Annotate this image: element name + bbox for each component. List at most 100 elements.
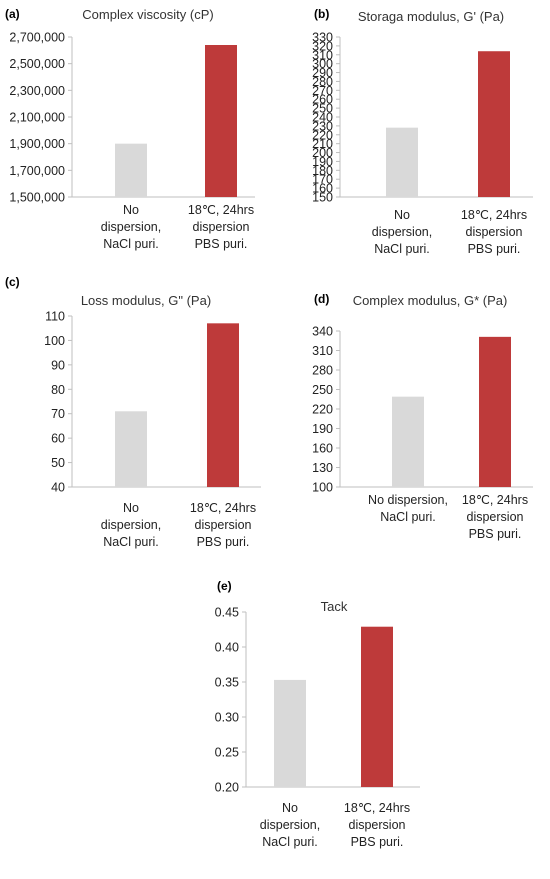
panel-a-y-tick-label: 2,300,000 (9, 84, 65, 98)
panel-b-category-label: No (394, 208, 410, 222)
panel-c-bar-1 (115, 411, 147, 487)
panel-c-y-tick-label: 90 (51, 358, 65, 372)
panel-e-y-tick-label: 0.45 (215, 606, 239, 620)
panel-b-y-tick-label: 230 (312, 119, 333, 133)
panel-c-category-label: dispersion, (101, 518, 161, 532)
panel-b-label: (b) (314, 7, 329, 21)
panel-b-category-label: NaCl puri. (374, 242, 430, 256)
panel-c-y-tick-label: 100 (44, 334, 65, 348)
panel-b-y-tick-label: 180 (312, 164, 333, 178)
panel-a-category-label: dispersion (193, 220, 250, 234)
panel-d: (d) Complex modulus, G* (Pa) 100 130 160 19… (312, 292, 533, 541)
panel-d-bar-2 (479, 336, 511, 487)
panel-d-y-tick-label: 310 (312, 344, 333, 358)
panel-a-category-label: NaCl puri. (103, 237, 159, 251)
panel-e-y-tick-label: 0.25 (215, 746, 239, 760)
panel-a-y-tick-label: 1,700,000 (9, 164, 65, 178)
panel-c-category-label: PBS puri. (197, 535, 250, 549)
panel-a-bar-2 (205, 45, 237, 197)
panel-a-y-tick-label: 2,100,000 (9, 111, 65, 125)
panel-a-label: (a) (5, 7, 20, 21)
panel-a-y-tick-label: 2,500,000 (9, 57, 65, 71)
panel-a-category-label: 18℃, 24hrs (188, 203, 254, 217)
panel-c-y-tick-label: 110 (45, 310, 65, 324)
panel-d-y-tick-label: 220 (312, 403, 333, 417)
panel-a-title: Complex viscosity (cP) (82, 7, 213, 22)
panel-b-y-tick-label: 270 (312, 84, 333, 98)
panel-b-y-tick-label: 200 (312, 146, 333, 160)
panel-d-category-label: dispersion (467, 510, 524, 524)
panel-c-title: Loss modulus, G" (Pa) (81, 293, 211, 308)
panel-e-y-tick-label: 0.20 (215, 781, 239, 795)
panel-a-category-label: dispersion, (101, 220, 161, 234)
panel-b-y-tick-label: 250 (312, 102, 333, 116)
panel-a-category-label: PBS puri. (195, 237, 248, 251)
panel-b-y-tick-label: 220 (312, 128, 333, 142)
panel-c-category-label: dispersion (195, 518, 252, 532)
panel-e-category-label: 18℃, 24hrs (344, 801, 410, 815)
panel-d-category-label: PBS puri. (469, 527, 522, 541)
panel-b-y-tick-label: 320 (312, 39, 333, 53)
panel-b-y-tick-label: 290 (312, 66, 333, 80)
panel-d-y-tick-label: 190 (312, 422, 333, 436)
panel-c-y-tick-label: 60 (51, 432, 65, 446)
panel-d-label: (d) (314, 292, 329, 306)
panel-d-y-tick-label: 340 (312, 325, 333, 339)
panel-e-category-label: dispersion, (260, 818, 320, 832)
panel-e-title: Tack (321, 599, 348, 614)
panel-d-category-label: No dispersion, (368, 493, 448, 507)
panel-b-bar-1 (386, 127, 418, 197)
panel-b-y-tick-label: 150 (312, 191, 333, 205)
panel-b-y-tick-label: 170 (312, 173, 333, 187)
panel-d-y-tick-label: 250 (312, 383, 333, 397)
panel-a-category-label: No (123, 203, 139, 217)
panel-b-y-tick-label: 280 (312, 75, 333, 89)
panel-a-y-tick-label: 2,700,000 (9, 31, 65, 45)
panel-e-y-tick-label: 0.40 (215, 641, 239, 655)
panel-c-y-tick-label: 40 (51, 481, 65, 495)
panel-e-bar-2 (361, 626, 393, 787)
panel-d-y-tick-label: 130 (312, 461, 333, 475)
panel-c-category-label: No (123, 501, 139, 515)
panel-a-bar-1 (115, 143, 147, 197)
panel-b-y-tick-label: 310 (312, 48, 333, 62)
panel-c: (c) Loss modulus, G" (Pa) 40 50 60 70 80 90 10… (5, 275, 261, 549)
panel-e-category-label: PBS puri. (351, 835, 404, 849)
panel-b-category-label: dispersion (466, 225, 523, 239)
panel-a-y-tick-label: 1,500,000 (9, 191, 65, 205)
panel-c-category-label: 18℃, 24hrs (190, 501, 256, 515)
panel-b-y-tick-label: 300 (312, 57, 333, 71)
panel-b-category-label: PBS puri. (468, 242, 521, 256)
panel-b-y-tick-label: 240 (312, 111, 333, 125)
panel-c-y-tick-label: 80 (51, 383, 65, 397)
panel-b-title: Storaga modulus, G' (Pa) (358, 9, 504, 24)
panel-b: (b) Storaga modulus, G' (Pa) 15016017018… (312, 7, 533, 256)
panel-a: (a) Complex viscosity (cP) 1,500,000 1,70… (5, 7, 255, 251)
panel-c-label: (c) (5, 275, 20, 289)
panel-b-bar-2 (478, 51, 510, 197)
panel-d-y-tick-label: 280 (312, 364, 333, 378)
panel-e-category-label: No (282, 801, 298, 815)
panel-e-bar-1 (274, 679, 306, 787)
panel-b-y-tick-label: 330 (312, 31, 333, 45)
panel-a-y-tick-label: 1,900,000 (9, 137, 65, 151)
panel-d-category-label: 18℃, 24hrs (462, 493, 528, 507)
panel-e-y-tick-label: 0.35 (215, 676, 239, 690)
panel-e: (e) Tack 0.20 0.25 0.30 0.35 0.40 0.45 No dispe… (215, 579, 420, 849)
panel-b-y-tick-label: 260 (312, 93, 333, 107)
panel-e-y-tick-label: 0.30 (215, 711, 239, 725)
panel-d-y-tick-label: 100 (312, 481, 333, 495)
panel-c-bar-2 (207, 323, 239, 487)
panel-e-label: (e) (217, 579, 232, 593)
panel-b-y-tick-label: 210 (312, 137, 333, 151)
panel-b-category-label: 18℃, 24hrs (461, 208, 527, 222)
panel-c-y-tick-label: 70 (51, 407, 65, 421)
panel-d-title: Complex modulus, G* (Pa) (353, 293, 508, 308)
panel-e-category-label: dispersion (349, 818, 406, 832)
panel-e-category-label: NaCl puri. (262, 835, 318, 849)
panel-b-category-label: dispersion, (372, 225, 432, 239)
panel-d-category-label: NaCl puri. (380, 510, 436, 524)
panel-c-y-tick-label: 50 (51, 456, 65, 470)
panel-b-y-tick-label: 160 (312, 182, 333, 196)
